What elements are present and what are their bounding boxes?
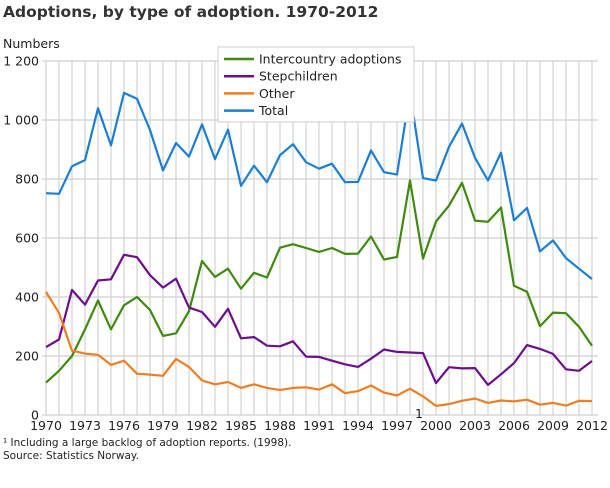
x-tick-label: 1976 xyxy=(108,418,140,433)
chart-title: Adoptions, by type of adoption. 1970-201… xyxy=(3,3,379,21)
x-tick-label: 2006 xyxy=(498,418,530,433)
x-tick-label: 1985 xyxy=(225,418,257,433)
footnote-marker: 1 xyxy=(415,406,423,421)
series-line-other xyxy=(45,291,593,407)
x-tick-label: 1991 xyxy=(303,418,335,433)
legend-label: Intercountry adoptions xyxy=(259,52,401,67)
source-note: Source: Statistics Norway. xyxy=(3,450,139,462)
y-tick-label: 400 xyxy=(15,290,39,305)
series-line-stepchildren xyxy=(45,253,593,386)
y-tick-label: 1 200 xyxy=(3,54,39,69)
x-tick-label: 1979 xyxy=(147,418,179,433)
x-tick-label: 2012 xyxy=(576,418,608,433)
y-tick-label: 0 xyxy=(31,408,39,423)
footnote-1: ¹ Including a large backlog of adoption … xyxy=(3,437,292,449)
y-tick-label: 600 xyxy=(15,231,39,246)
y-tick-label: 200 xyxy=(15,349,39,364)
y-tick-label: 1 000 xyxy=(3,113,39,128)
series-line-intercountry-adoptions xyxy=(45,179,593,384)
x-tick-label: 1988 xyxy=(264,418,296,433)
x-tick-label: 1970 xyxy=(30,418,62,433)
x-tick-label: 1982 xyxy=(186,418,218,433)
legend-label: Stepchildren xyxy=(259,69,338,84)
x-tick-label: 2003 xyxy=(459,418,491,433)
y-tick-label: 800 xyxy=(15,172,39,187)
x-tick-label: 1994 xyxy=(342,418,374,433)
series-line-total xyxy=(45,91,593,280)
x-tick-label: 2009 xyxy=(537,418,569,433)
legend-label: Other xyxy=(259,86,295,101)
footnotes: ¹ Including a large backlog of adoption … xyxy=(3,437,291,463)
y-axis-label: Numbers xyxy=(3,36,60,51)
x-tick-label: 1973 xyxy=(69,418,101,433)
x-tick-label: 1997 xyxy=(381,418,413,433)
legend-label: Total xyxy=(258,103,288,118)
x-tick-label: 2000 xyxy=(420,418,452,433)
